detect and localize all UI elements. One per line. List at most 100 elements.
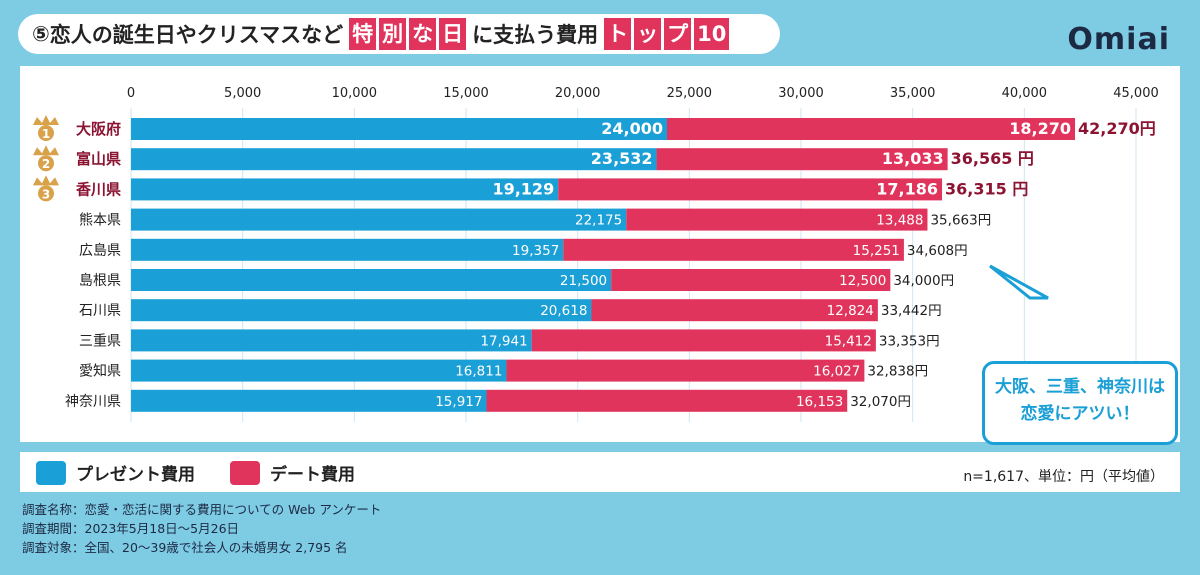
- title-highlight-char: ト: [604, 18, 632, 50]
- total-label: 34,608円: [907, 243, 968, 259]
- bar-date: [626, 208, 928, 231]
- title-highlight-1: 特 別 な 日: [349, 18, 467, 50]
- data-label-date: 16,153: [796, 394, 843, 410]
- legend-item-present: プレゼント費用: [36, 460, 195, 485]
- total-label: 32,838円: [867, 364, 928, 380]
- bar-present: [131, 329, 532, 352]
- legend: プレゼント費用 デート費用 n=1,617、単位：円（平均値）: [20, 452, 1180, 492]
- callout-line-1: 大阪、三重、神奈川は: [995, 377, 1165, 397]
- bar-date: [656, 148, 948, 171]
- data-label-date: 13,033: [882, 149, 944, 168]
- rank-number: 1: [42, 127, 50, 141]
- title-highlight-char: 別: [379, 18, 407, 50]
- rank-badge: [38, 125, 54, 141]
- callout-line-2: 恋愛にアツい！: [1020, 404, 1140, 424]
- bar-date: [506, 359, 865, 382]
- bar-present: [131, 148, 657, 171]
- legend-swatch-present: [36, 460, 66, 485]
- total-label: 36,315 円: [945, 179, 1028, 198]
- category-label: 神奈川県: [65, 394, 121, 410]
- callout-bubble: 大阪、三重、神奈川は 恋愛にアツい！: [982, 361, 1178, 445]
- category-label: 三重県: [79, 333, 121, 349]
- data-label-date: 17,186: [876, 179, 938, 198]
- bar-date: [611, 269, 891, 291]
- rank-badge: [38, 185, 54, 202]
- crown-icon: [33, 175, 59, 186]
- total-label: 35,663円: [930, 213, 991, 229]
- x-tick-label: 40,000: [1002, 86, 1048, 101]
- chart-title: ⑤ 恋人の誕生日やクリスマスなど 特 別 な 日 に支払う費用 ト ッ プ 10: [18, 14, 780, 54]
- chart-panel: 0 5,000 10,000 15,000 20,000 25,000 30,000 35,0…: [20, 66, 1180, 445]
- x-tick-label: 10,000: [332, 86, 378, 101]
- bar-present: [131, 208, 627, 231]
- category-label: 大阪府: [76, 120, 121, 138]
- title-highlight-char: ッ: [634, 18, 662, 50]
- bar-present: [131, 238, 564, 261]
- data-label-date: 13,488: [876, 213, 923, 229]
- bar-date: [531, 329, 876, 352]
- total-label: 32,070円: [850, 394, 911, 410]
- bar-present: [131, 178, 559, 201]
- total-label: 33,353円: [879, 333, 940, 349]
- crown-icon: [33, 145, 59, 156]
- x-tick-label: 20,000: [555, 86, 601, 101]
- bar-date: [667, 118, 1076, 140]
- total-label: 36,565 円: [951, 149, 1034, 168]
- data-label-date: 16,027: [813, 364, 860, 380]
- bar-date: [563, 238, 904, 261]
- data-label-present: 21,500: [560, 273, 607, 289]
- title-highlight-2: ト ッ プ 10: [604, 18, 730, 50]
- total-label: 33,442円: [881, 303, 942, 319]
- data-label-present: 15,917: [435, 394, 482, 410]
- data-label-present: 24,000: [601, 119, 663, 138]
- category-label: 広島県: [79, 243, 121, 259]
- legend-label-present: プレゼント費用: [76, 465, 195, 485]
- bar-date: [591, 299, 878, 322]
- data-label-present: 19,357: [512, 243, 559, 259]
- data-label-present: 22,175: [575, 213, 622, 229]
- title-text-2: に支払う費用: [472, 23, 599, 47]
- data-label-date: 18,270: [1009, 119, 1071, 138]
- title-text-1: 恋人の誕生日やクリスマスなど: [49, 23, 344, 47]
- bar-present: [131, 269, 612, 291]
- rank-badge: [38, 155, 54, 172]
- x-tick-label: 25,000: [667, 86, 713, 101]
- data-label-date: 15,412: [825, 333, 872, 349]
- title-highlight-char: な: [409, 18, 437, 50]
- crown-icon: [33, 115, 59, 125]
- stacked-bar-chart: 0 5,000 10,000 15,000 20,000 25,000 30,000 35,0…: [33, 86, 1159, 422]
- legend-item-date: デート費用: [230, 460, 355, 485]
- sample-note: n=1,617、単位：円（平均値）: [963, 469, 1164, 485]
- title-highlight-char: 日: [439, 18, 467, 50]
- category-label: 愛知県: [79, 363, 121, 380]
- survey-info: 調査名称：恋愛・恋活に関する費用についての Web アンケート 調査期間：202…: [22, 500, 381, 557]
- x-tick-label: 35,000: [890, 86, 936, 101]
- title-highlight-char: 10: [694, 18, 730, 50]
- survey-name: 調査名称：恋愛・恋活に関する費用についての Web アンケート: [22, 502, 382, 517]
- survey-period: 調査期間：2023年5月18日〜5月26日: [22, 521, 240, 536]
- x-tick-label: 45,000: [1113, 86, 1159, 101]
- bar-present: [131, 299, 592, 322]
- callout-tail: [989, 264, 1049, 300]
- bar-present: [131, 359, 507, 382]
- total-label: 42,270円: [1078, 119, 1156, 138]
- bar-date: [558, 178, 943, 201]
- legend-label-date: デート費用: [270, 465, 355, 485]
- data-label-date: 12,500: [839, 273, 886, 289]
- title-number: ⑤: [32, 22, 50, 46]
- data-label-date: 12,824: [827, 303, 874, 319]
- data-label-present: 16,811: [455, 364, 502, 380]
- rank-number: 2: [42, 157, 50, 171]
- category-label: 香川県: [76, 180, 121, 198]
- x-tick-label: 0: [127, 86, 135, 101]
- bar-present: [131, 389, 487, 412]
- omiai-logo: Omiai: [1067, 22, 1170, 57]
- data-label-date: 15,251: [853, 243, 900, 259]
- bar-present: [131, 118, 667, 140]
- title-highlight-char: プ: [664, 18, 692, 50]
- category-label: 石川県: [79, 303, 121, 319]
- data-label-present: 17,941: [480, 333, 527, 349]
- survey-target: 調査対象：全国、20〜39歳で社会人の未婚男女 2,795 名: [22, 540, 348, 555]
- title-highlight-char: 特: [349, 18, 377, 50]
- data-label-present: 23,532: [591, 149, 653, 168]
